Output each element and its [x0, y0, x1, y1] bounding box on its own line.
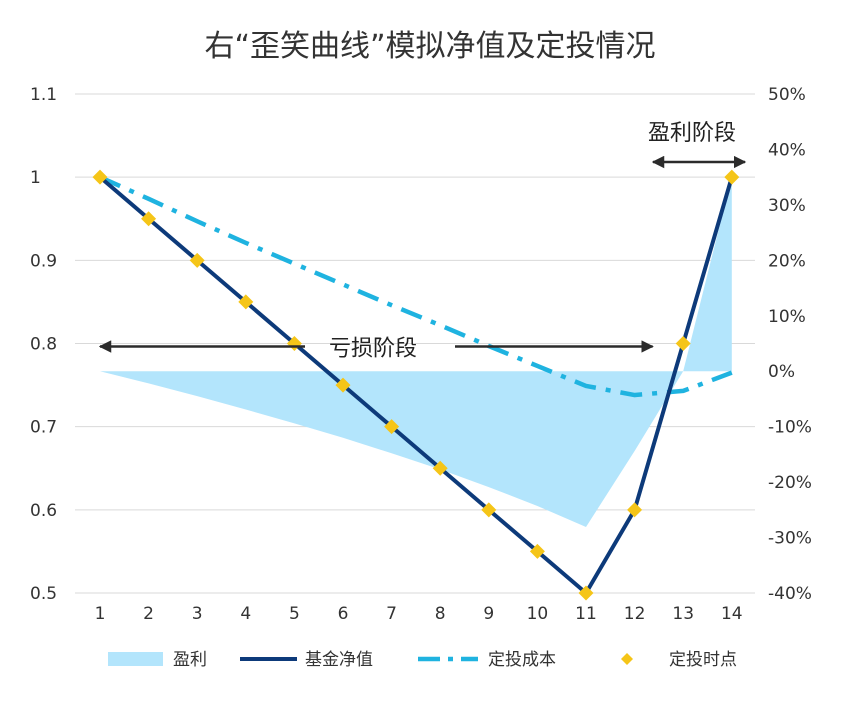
point-marker [238, 294, 254, 310]
x-tick-label: 11 [575, 604, 597, 624]
point-marker [189, 252, 205, 268]
point-marker [92, 169, 108, 185]
legend-swatch-point [621, 653, 633, 665]
line-cost [99, 175, 733, 398]
x-tick-label: 6 [338, 604, 349, 624]
point-marker [384, 419, 400, 435]
y-left-tick-label: 0.9 [30, 251, 57, 271]
x-tick-label: 3 [192, 604, 203, 624]
chart-title: 右“歪笑曲线”模拟净值及定投情况 [204, 29, 655, 64]
y-right-tick-label: 50% [768, 85, 806, 105]
line-nav [98, 175, 734, 595]
y-left-tick-label: 0.5 [30, 584, 57, 604]
legend-swatch-profit [108, 652, 163, 666]
y-right-tick-label: -10% [768, 418, 812, 438]
y-right-tick-label: -20% [768, 473, 812, 493]
point-marker [335, 377, 351, 393]
point-marker [578, 585, 594, 601]
legend: 盈利 基金净值 定投成本 定投时点 [108, 650, 737, 670]
y-left-tick-label: 0.7 [30, 418, 57, 438]
y-right-tick-label: -30% [768, 529, 812, 549]
x-tick-label: 12 [624, 604, 646, 624]
y-right-tick-label: 10% [768, 307, 806, 327]
series-lines [98, 175, 734, 595]
y-right-tick-label: 40% [768, 140, 806, 160]
y-right-ticks: 50% 40% 30% 20% 10% 0% -10% -20% -30% -40% [768, 85, 812, 604]
y-left-tick-label: 0.8 [30, 335, 57, 355]
y-right-tick-label: 20% [768, 251, 806, 271]
x-tick-label: 10 [527, 604, 549, 624]
legend-label-point: 定投时点 [669, 650, 737, 670]
x-tick-label: 4 [240, 604, 251, 624]
x-tick-label: 2 [143, 604, 154, 624]
point-marker [481, 502, 497, 518]
point-marker [724, 169, 740, 185]
x-tick-label: 7 [386, 604, 397, 624]
legend-label-nav: 基金净值 [305, 650, 373, 670]
x-tick-label: 8 [435, 604, 446, 624]
x-tick-label: 9 [483, 604, 494, 624]
annotations: 亏损阶段 盈利阶段 [98, 121, 747, 362]
loss-stage-label: 亏损阶段 [329, 337, 417, 362]
profit-stage-label: 盈利阶段 [648, 121, 736, 146]
x-ticks: 1 2 3 4 5 6 7 8 9 10 11 12 13 14 [95, 604, 743, 624]
legend-label-cost: 定投成本 [488, 650, 556, 670]
profit-area [100, 177, 732, 528]
x-tick-label: 5 [289, 604, 300, 624]
y-left-tick-label: 0.6 [30, 501, 57, 521]
x-tick-label: 13 [672, 604, 694, 624]
area-profit [100, 177, 732, 528]
y-left-ticks: 1.1 1 0.9 0.8 0.7 0.6 0.5 [30, 85, 57, 604]
y-right-tick-label: 0% [768, 362, 795, 382]
y-right-tick-label: -40% [768, 584, 812, 604]
y-right-tick-label: 30% [768, 196, 806, 216]
point-marker [529, 543, 545, 559]
x-tick-label: 1 [95, 604, 106, 624]
y-left-tick-label: 1.1 [30, 85, 57, 105]
y-left-tick-label: 1 [30, 168, 41, 188]
x-tick-label: 14 [721, 604, 743, 624]
point-marker [432, 460, 448, 476]
legend-label-profit: 盈利 [173, 650, 207, 670]
point-marker [627, 502, 643, 518]
point-marker [141, 211, 157, 227]
point-marker [675, 336, 691, 351]
